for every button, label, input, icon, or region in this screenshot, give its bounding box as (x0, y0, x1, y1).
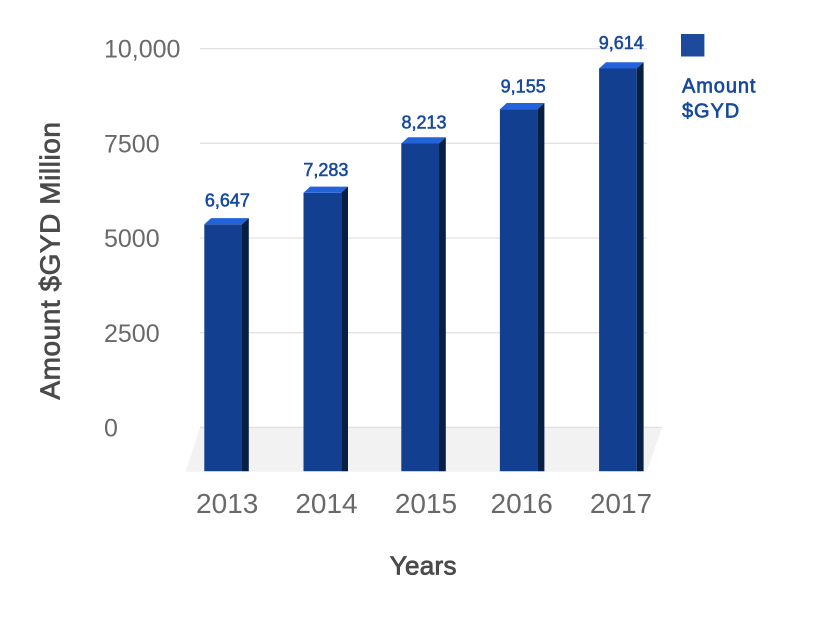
svg-text:2500: 2500 (104, 320, 160, 348)
svg-text:6,647: 6,647 (205, 191, 250, 211)
svg-text:7500: 7500 (104, 130, 160, 158)
svg-text:2016: 2016 (491, 488, 553, 519)
svg-text:9,155: 9,155 (501, 77, 546, 97)
svg-text:8,213: 8,213 (401, 113, 446, 133)
svg-text:Amount: Amount (682, 76, 756, 98)
svg-text:2013: 2013 (196, 488, 258, 519)
svg-text:0: 0 (104, 415, 118, 443)
svg-text:Amount $GYD Million: Amount $GYD Million (35, 122, 66, 400)
svg-text:5000: 5000 (104, 225, 160, 253)
svg-text:10,000: 10,000 (104, 36, 180, 64)
svg-text:7,283: 7,283 (303, 160, 348, 180)
svg-text:2015: 2015 (395, 488, 457, 519)
svg-text:$GYD: $GYD (682, 101, 740, 123)
svg-text:9,614: 9,614 (599, 33, 644, 53)
svg-text:Years: Years (390, 551, 457, 581)
svg-text:2014: 2014 (295, 488, 357, 519)
svg-text:2017: 2017 (590, 488, 652, 519)
